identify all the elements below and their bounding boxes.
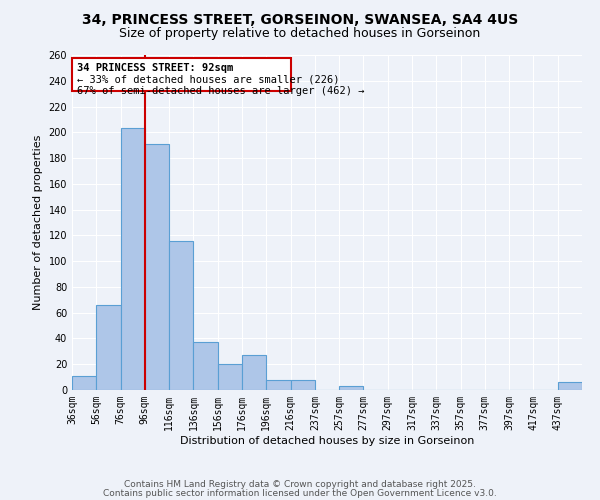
Bar	[242, 355, 266, 390]
Text: 67% of semi-detached houses are larger (462) →: 67% of semi-detached houses are larger (…	[77, 86, 364, 96]
X-axis label: Distribution of detached houses by size in Gorseinon: Distribution of detached houses by size …	[180, 436, 474, 446]
FancyBboxPatch shape	[72, 58, 290, 91]
Text: ← 33% of detached houses are smaller (226): ← 33% of detached houses are smaller (22…	[77, 74, 340, 85]
Bar	[339, 386, 364, 390]
Y-axis label: Number of detached properties: Number of detached properties	[33, 135, 43, 310]
Text: 34, PRINCESS STREET, GORSEINON, SWANSEA, SA4 4US: 34, PRINCESS STREET, GORSEINON, SWANSEA,…	[82, 12, 518, 26]
Text: Contains HM Land Registry data © Crown copyright and database right 2025.: Contains HM Land Registry data © Crown c…	[124, 480, 476, 489]
Bar	[218, 364, 242, 390]
Text: 34 PRINCESS STREET: 92sqm: 34 PRINCESS STREET: 92sqm	[77, 62, 233, 72]
Bar	[290, 380, 315, 390]
Bar	[266, 380, 290, 390]
Bar	[121, 128, 145, 390]
Bar	[193, 342, 218, 390]
Bar	[96, 305, 121, 390]
Bar	[145, 144, 169, 390]
Bar	[169, 240, 193, 390]
Bar	[558, 382, 582, 390]
Text: Contains public sector information licensed under the Open Government Licence v3: Contains public sector information licen…	[103, 488, 497, 498]
Bar	[72, 376, 96, 390]
Text: Size of property relative to detached houses in Gorseinon: Size of property relative to detached ho…	[119, 28, 481, 40]
